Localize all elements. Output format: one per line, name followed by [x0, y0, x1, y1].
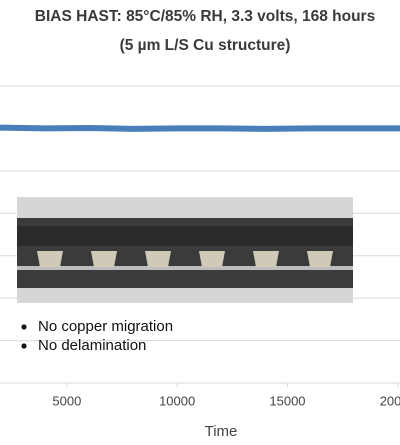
annotation: No delamination	[38, 337, 146, 354]
line	[0, 124, 400, 132]
plot	[0, 124, 400, 132]
inset-traces	[37, 251, 333, 267]
inset-layer	[17, 266, 353, 270]
x-tick-label: 10000	[159, 393, 195, 408]
x-tick-label: 5000	[52, 393, 81, 408]
chart-title: BIAS HAST: 85°C/85% RH, 3.3 volts, 168 h…	[35, 8, 375, 25]
x-tick-label: 20000	[380, 393, 400, 408]
annotation: No copper migration	[38, 318, 173, 335]
x-axis-label: Time	[205, 423, 238, 440]
bullet	[21, 343, 27, 349]
inset-layer	[17, 226, 353, 246]
x-tick-label: 15000	[269, 393, 305, 408]
bullet	[21, 324, 27, 330]
inset-image	[17, 197, 353, 303]
chart-subtitle: (5 µm L/S Cu structure)	[120, 37, 291, 54]
